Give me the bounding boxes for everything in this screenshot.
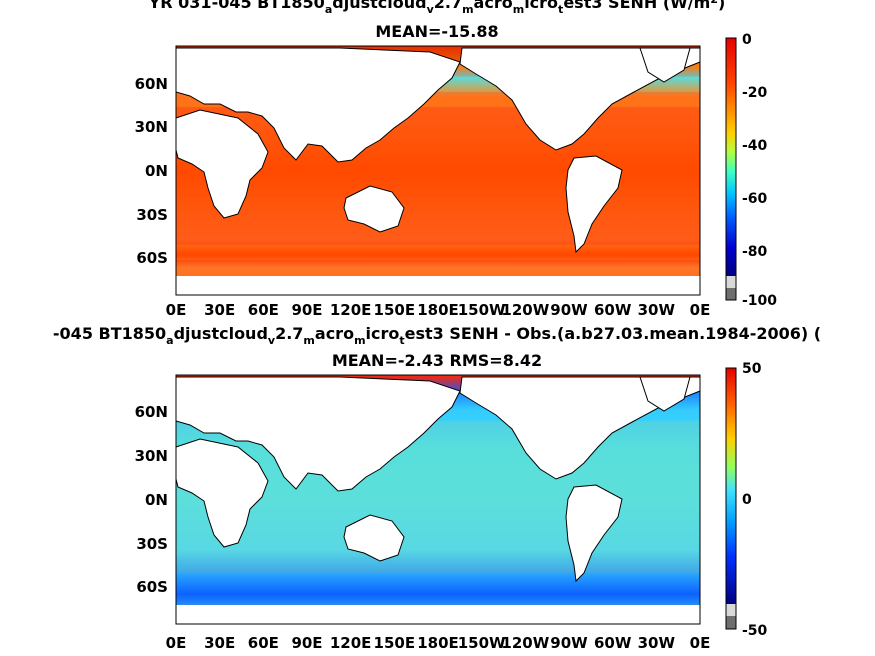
x-tick-label: 90E: [291, 634, 322, 652]
x-tick-label: 30W: [638, 634, 676, 652]
panel-1-frame: [175, 45, 701, 296]
x-tick-label: 0E: [166, 301, 187, 319]
x-tick-label: 60E: [248, 634, 279, 652]
panel-2-frame: [175, 374, 701, 625]
y-tick-label: 30N: [135, 118, 168, 136]
colorbar-tick: -20: [742, 85, 768, 101]
x-tick-label: 150E: [374, 301, 416, 319]
x-tick-label: 30E: [204, 634, 235, 652]
colorbar-tick: 50: [742, 361, 762, 377]
panel-2-title: -045 BT1850adjustcloudv2.7macromicrotest…: [53, 324, 821, 347]
x-tick-label: 60E: [248, 301, 279, 319]
colorbar-1-missing-light: [726, 276, 736, 288]
colorbar-1-frame: [725, 37, 737, 301]
x-tick-label: 90W: [550, 634, 588, 652]
colorbar-1-missing-dark: [726, 288, 736, 300]
zonal-band: [176, 588, 700, 605]
y-tick-label: 60N: [135, 75, 168, 93]
x-tick-label: 120E: [330, 634, 372, 652]
y-tick-label: 60S: [136, 249, 168, 267]
panel-2-colorbar: 50 0 -50: [725, 361, 768, 639]
colorbar-tick: -60: [742, 191, 768, 207]
x-tick-label: 90W: [550, 301, 588, 319]
y-tick-label: 0N: [145, 491, 168, 509]
x-tick-label: 120E: [330, 301, 372, 319]
zonal-band: [176, 152, 700, 169]
panel-1-subtitle: MEAN=-15.88: [375, 22, 498, 41]
colorbar-tick: 0: [742, 492, 752, 508]
x-tick-label: 120W: [501, 301, 549, 319]
panel-2-map: [175, 374, 701, 625]
x-tick-label: 0E: [690, 301, 711, 319]
zonal-band: [176, 244, 700, 260]
zonal-band: [176, 558, 700, 574]
x-tick-label: 150E: [374, 634, 416, 652]
x-tick-label: 30W: [638, 301, 676, 319]
zonal-band: [176, 259, 700, 276]
x-tick-label: 30E: [204, 301, 235, 319]
colorbar-tick: -50: [742, 623, 768, 639]
x-tick-label: 150W: [458, 634, 506, 652]
zonal-band: [176, 229, 700, 245]
zonal-band: [176, 481, 700, 498]
y-tick-label: 60S: [136, 578, 168, 596]
colorbar-2-frame: [725, 367, 737, 630]
panel-1-colorbar: 0 -20 -40 -60 -80 -100: [725, 32, 777, 309]
panel-1-title: YR 031-045 BT1850adjustcloudv2.7macromic…: [148, 0, 726, 16]
x-tick-label: 120W: [501, 634, 549, 652]
zonal-band: [176, 527, 700, 544]
colorbar-2-gradient: [726, 368, 736, 604]
panel-1: YR 031-045 BT1850adjustcloudv2.7macromic…: [135, 0, 778, 319]
panel-1-map: [175, 45, 701, 296]
colorbar-1-gradient: [726, 38, 736, 276]
colorbar-2-missing-dark: [726, 616, 736, 629]
zonal-band: [176, 198, 700, 215]
x-tick-label: 0E: [690, 634, 711, 652]
zonal-band: [176, 543, 700, 559]
x-tick-label: 180E: [417, 634, 459, 652]
panel-2-y-ticks: 60N 30N 0N 30S 60S: [135, 403, 168, 596]
y-tick-label: 0N: [145, 162, 168, 180]
y-tick-label: 60N: [135, 403, 168, 421]
colorbar-tick: -40: [742, 138, 768, 154]
zonal-band: [176, 512, 700, 528]
x-tick-label: 60W: [594, 301, 632, 319]
x-tick-label: 180E: [417, 301, 459, 319]
colorbar-tick: -100: [742, 293, 777, 309]
y-tick-label: 30S: [136, 535, 168, 553]
y-tick-label: 30N: [135, 447, 168, 465]
panel-1-y-ticks: 60N 30N 0N 30S 60S: [135, 75, 168, 267]
panel-1-land: [175, 47, 701, 295]
colorbar-2-missing-light: [726, 604, 736, 616]
x-tick-label: 60W: [594, 634, 632, 652]
zonal-band: [176, 573, 700, 589]
panel-2-subtitle: MEAN=-2.43 RMS=8.42: [332, 351, 542, 370]
x-tick-label: 90E: [291, 301, 322, 319]
y-tick-label: 30S: [136, 206, 168, 224]
panel-2-land: [175, 376, 701, 624]
colorbar-tick: -80: [742, 244, 768, 260]
zonal-band: [176, 214, 700, 230]
x-tick-label: 0E: [166, 634, 187, 652]
x-tick-label: 150W: [458, 301, 506, 319]
colorbar-tick: 0: [742, 32, 752, 48]
zonal-band: [176, 183, 700, 199]
panel-2: -045 BT1850adjustcloudv2.7macromicrotest…: [53, 324, 821, 652]
